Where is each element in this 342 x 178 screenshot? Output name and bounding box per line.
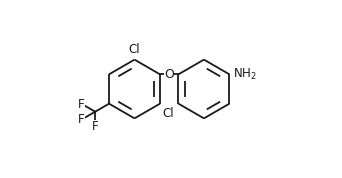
Text: NH$_2$: NH$_2$ [233, 67, 256, 82]
Text: F: F [78, 98, 84, 111]
Text: O: O [164, 68, 174, 81]
Text: F: F [78, 113, 84, 126]
Text: Cl: Cl [129, 43, 140, 56]
Text: Cl: Cl [162, 107, 174, 120]
Text: F: F [92, 120, 98, 133]
